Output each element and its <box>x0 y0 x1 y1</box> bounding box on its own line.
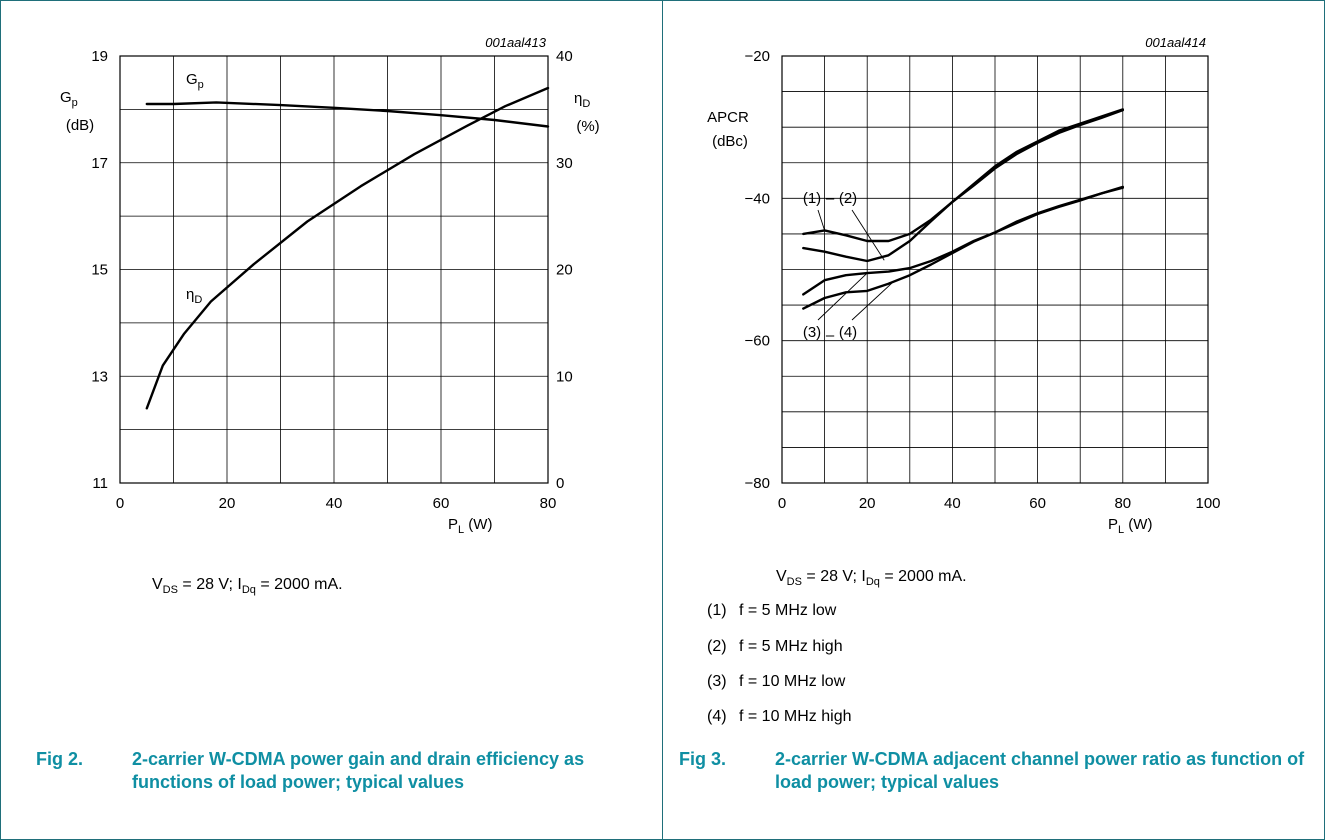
fig2-caption-label: Fig 2. <box>36 749 84 769</box>
fig3-x-tick-label: 20 <box>859 495 876 512</box>
fig2-x-tick-label: 80 <box>540 495 557 512</box>
fig2-xlabel: PL (W) <box>448 516 492 536</box>
fig2-curves <box>145 86 550 410</box>
legend-item-4: (4) f = 10 MHz high <box>707 708 852 725</box>
fig2-condition: VDS = 28 V; IDq = 2000 mA. <box>152 576 343 597</box>
fig3-ylabel-unit: (dBc) <box>712 133 748 150</box>
fig3-labels: 0 20 40 60 80 100 −80 −60 −40 −20 001aal414 APCR (dB… <box>707 35 1220 536</box>
fig2-ylabel-right-unit: (%) <box>576 118 599 135</box>
fig3-series-2 <box>802 108 1124 263</box>
fig3-x-tick-label: 40 <box>944 495 961 512</box>
fig2-y-left-tick-label: 11 <box>92 475 108 492</box>
fig3-leader-3 <box>817 272 868 321</box>
fig2-y-left-tick-label: 15 <box>91 262 108 279</box>
legend-item-2: (2) f = 5 MHz high <box>707 638 843 655</box>
fig3-series-4 <box>802 186 1124 310</box>
fig3-x-tick-label: 0 <box>778 495 786 512</box>
fig2-series-gp <box>145 101 550 128</box>
fig2-y-left-tick-label: 19 <box>91 48 108 65</box>
fig3-condition: VDS = 28 V; IDq = 2000 mA. <box>776 568 967 589</box>
fig2-labels: 0 20 40 60 80 11 13 15 17 19 0 10 20 30 40 001aal413 Gp (… <box>60 35 600 536</box>
fig2-ylabel-right: ηD <box>574 90 590 110</box>
fig2-caption-text: 2-carrier W-CDMA power gain and drain ef… <box>132 749 585 792</box>
legend-item-3: (3) f = 10 MHz low <box>707 673 846 690</box>
fig3-annotation-dash-top: – <box>826 190 835 207</box>
fig2-series-gp-label: Gp <box>186 71 204 91</box>
fig3-annotation-1: (1) <box>803 190 821 207</box>
legend-item-1: (1) f = 5 MHz low <box>707 602 837 619</box>
fig2-y-left-tick-label: 13 <box>91 368 108 385</box>
fig2-y-left-tick-label: 17 <box>91 155 108 172</box>
fig3-series-1 <box>802 108 1124 243</box>
fig3-y-tick-label: −40 <box>745 190 770 207</box>
fig3-y-tick-label: −80 <box>745 475 770 492</box>
fig3-leader-1 <box>817 209 826 231</box>
fig2-ylabel-left-unit: (dB) <box>66 117 94 134</box>
fig2-y-right-tick-label: 20 <box>556 262 573 279</box>
fig2-y-right-tick-label: 0 <box>556 475 564 492</box>
fig2-figure-code: 001aal413 <box>485 35 546 50</box>
fig3-xlabel: PL (W) <box>1108 516 1152 536</box>
fig3-grid <box>781 55 1209 484</box>
fig2-x-tick-label: 40 <box>326 495 343 512</box>
fig2-grid <box>119 55 549 484</box>
fig2-y-right-tick-label: 40 <box>556 48 573 65</box>
fig3-x-tick-label: 80 <box>1114 495 1131 512</box>
fig3-annotation-4: (4) <box>839 324 857 341</box>
fig2-y-right-tick-label: 30 <box>556 155 573 172</box>
fig2-ylabel-left: Gp <box>60 89 78 109</box>
fig3-annotation-dash-bottom: – <box>826 327 835 344</box>
fig2-x-tick-label: 20 <box>219 495 236 512</box>
fig3-curves <box>802 108 1124 310</box>
fig2-y-right-tick-label: 10 <box>556 368 573 385</box>
fig3-y-tick-label: −20 <box>745 48 770 65</box>
fig3-x-tick-label: 60 <box>1029 495 1046 512</box>
fig3-leader-4 <box>851 281 894 321</box>
fig3-annotation-2: (2) <box>839 190 857 207</box>
fig3-caption-text: 2-carrier W-CDMA adjacent channel power … <box>775 749 1305 792</box>
fig3-annotation-3: (3) <box>803 324 821 341</box>
fig3-caption-label: Fig 3. <box>679 749 727 769</box>
fig3-leader-2 <box>851 209 885 261</box>
fig3-figure-code: 001aal414 <box>1145 35 1206 50</box>
fig3-y-tick-label: −60 <box>745 333 770 350</box>
fig2-series-etad <box>145 86 550 410</box>
fig2-series-etad-label: ηD <box>186 286 202 306</box>
fig2-x-tick-label: 0 <box>116 495 124 512</box>
fig3-ylabel: APCR <box>707 109 749 126</box>
fig2-x-tick-label: 60 <box>433 495 450 512</box>
fig3-x-tick-label: 100 <box>1195 495 1220 512</box>
